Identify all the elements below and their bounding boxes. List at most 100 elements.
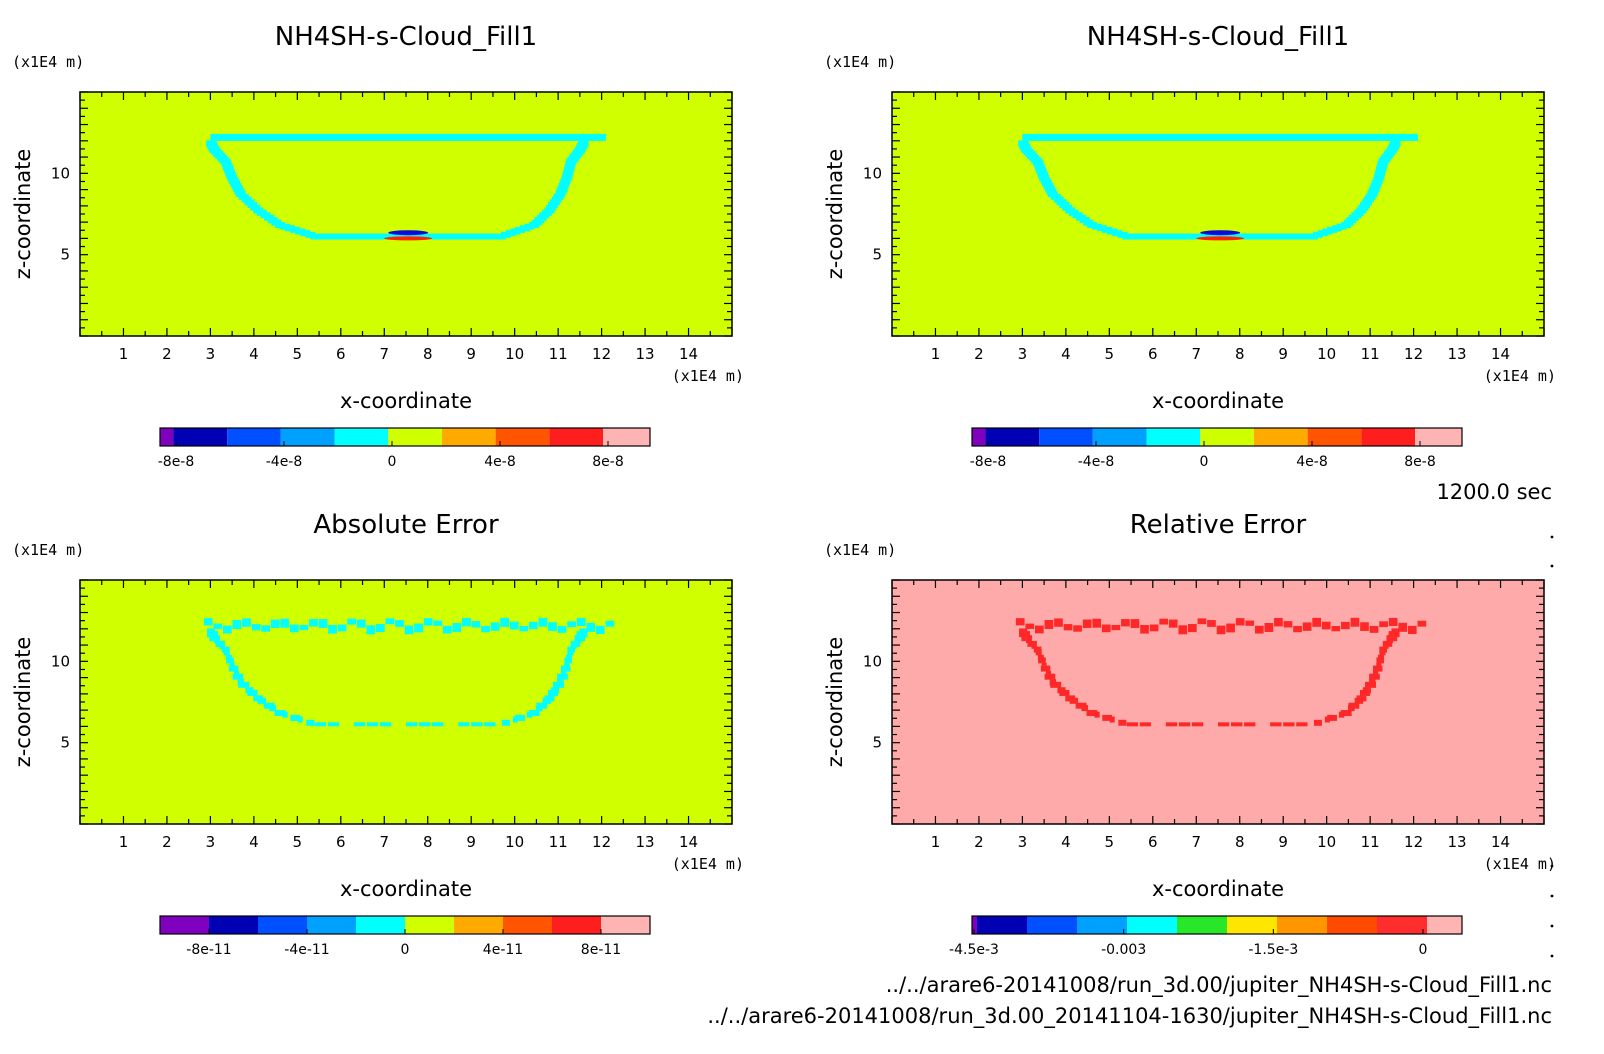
y-axis-label: z-coordinate — [823, 149, 847, 280]
colorbar-tick-label: 0 — [388, 454, 397, 470]
y-tick-label: 5 — [60, 246, 70, 264]
decorative-dot — [1550, 894, 1554, 898]
x-tick-label: 3 — [1018, 345, 1028, 363]
x-tick-label: 5 — [1105, 833, 1115, 851]
x-axis-label: x-coordinate — [340, 389, 472, 413]
colorbar: -8e-11 -4e-11 0 4e-11 8e-11 — [159, 915, 651, 958]
colorbar-swatch — [552, 916, 601, 934]
colorbar-tick-label: 8e-8 — [592, 454, 623, 470]
chart-title: Absolute Error — [313, 510, 499, 540]
colorbar-swatch — [160, 916, 209, 934]
colorbar-swatch — [1177, 916, 1227, 934]
colorbar-swatch — [1127, 916, 1177, 934]
x-axis-label: x-coordinate — [1152, 389, 1284, 413]
x-tick-label: 4 — [249, 833, 259, 851]
colorbar-tick-label: 8e-8 — [1404, 454, 1435, 470]
colorbar-swatch — [503, 916, 552, 934]
colorbar-swatch — [1377, 916, 1427, 934]
x-tick-label: 6 — [1148, 345, 1158, 363]
positive-core — [384, 236, 433, 241]
x-unit-label: (x1E4 m) — [1484, 367, 1556, 385]
x-tick-label: 4 — [249, 345, 259, 363]
z-unit-label: (x1E4 m) — [824, 541, 896, 559]
x-tick-label: 2 — [162, 833, 172, 851]
x-tick-label: 7 — [1191, 833, 1201, 851]
colorbar-swatch — [334, 428, 389, 446]
x-tick-label: 10 — [505, 345, 524, 363]
file-path-1: ../../arare6-20141008/run_3d.00/jupiter_… — [886, 973, 1552, 998]
x-axis-label: x-coordinate — [1152, 877, 1284, 901]
negative-core — [388, 230, 429, 236]
z-unit-label: (x1E4 m) — [12, 53, 84, 71]
x-tick-label: 5 — [293, 345, 303, 363]
x-tick-label: 2 — [162, 345, 172, 363]
y-axis: 5 10 — [863, 579, 1544, 825]
colorbar-swatch — [972, 916, 977, 934]
x-tick-label: 8 — [1235, 345, 1245, 363]
x-tick-label: 9 — [1278, 833, 1288, 851]
x-tick-label: 2 — [974, 833, 984, 851]
colorbar: -8e-8 -4e-8 0 4e-8 8e-8 — [158, 427, 651, 470]
y-tick-label: 5 — [872, 734, 882, 752]
colorbar-tick-label: -4e-8 — [1078, 454, 1115, 470]
x-unit-label: (x1E4 m) — [1484, 855, 1556, 873]
x-tick-label: 13 — [636, 833, 655, 851]
colorbar-swatch — [1415, 428, 1462, 446]
colorbar-tick-label: -1.5e-3 — [1248, 942, 1298, 958]
colorbar-tick-label: -8e-8 — [970, 454, 1007, 470]
colorbar-tick-label: -4e-11 — [284, 942, 329, 958]
x-tick-label: 11 — [549, 833, 568, 851]
x-axis: 1 2 3 4 5 6 7 8 9 10 11 12 13 14 — [891, 580, 1545, 851]
colorbar-swatch — [405, 916, 454, 934]
colorbar-tick-label: 4e-8 — [1296, 454, 1327, 470]
x-tick-label: 5 — [1105, 345, 1115, 363]
colorbar-swatch — [160, 428, 174, 446]
x-tick-label: 11 — [1361, 345, 1380, 363]
x-tick-label: 11 — [1361, 833, 1380, 851]
x-tick-label: 12 — [1404, 833, 1423, 851]
x-tick-label: 11 — [549, 345, 568, 363]
y-axis: 5 10 — [863, 91, 1544, 337]
y-axis: 5 10 — [51, 579, 732, 825]
x-tick-label: 14 — [679, 345, 698, 363]
colorbar-swatch — [209, 916, 258, 934]
decorative-dot — [1550, 564, 1554, 568]
x-tick-label: 13 — [1448, 345, 1467, 363]
x-tick-label: 1 — [119, 345, 129, 363]
x-tick-label: 1 — [931, 833, 941, 851]
x-tick-label: 12 — [592, 345, 611, 363]
x-tick-label: 7 — [1191, 345, 1201, 363]
x-tick-label: 1 — [931, 345, 941, 363]
file-path-2: ../../arare6-20141008/run_3d.00_20141104… — [707, 1004, 1552, 1029]
y-tick-label: 10 — [51, 652, 70, 670]
colorbar-swatch — [1027, 916, 1077, 934]
colorbar-tick-label: -8e-11 — [186, 942, 231, 958]
colorbar-swatch — [1077, 916, 1127, 934]
colorbar-tick-label: -0.003 — [1101, 942, 1146, 958]
x-tick-label: 8 — [423, 345, 433, 363]
x-axis: 1 2 3 4 5 6 7 8 9 10 11 12 13 14 — [79, 580, 733, 851]
x-tick-label: 1 — [119, 833, 129, 851]
colorbar-swatch — [173, 428, 228, 446]
colorbar-tick-label: -8e-8 — [158, 454, 195, 470]
x-tick-label: 10 — [1317, 833, 1336, 851]
x-tick-label: 8 — [423, 833, 433, 851]
chart-title: NH4SH-s-Cloud_Fill1 — [1087, 22, 1349, 52]
x-tick-label: 9 — [1278, 345, 1288, 363]
colorbar-swatch — [227, 428, 281, 446]
colorbar-tick-label: 4e-8 — [484, 454, 515, 470]
cloud-outline — [1015, 617, 1427, 727]
x-tick-label: 3 — [206, 345, 216, 363]
colorbar-swatch — [549, 428, 604, 446]
time-label: 1200.0 sec — [1436, 480, 1552, 504]
colorbar-tick-label: 0 — [1200, 454, 1209, 470]
plot-area — [80, 580, 732, 824]
chart-panel-3: Absolute Error(x1E4 m)1 2 3 4 5 6 7 8 9 10 11 12 13 1… — [11, 510, 744, 958]
x-tick-label: 10 — [505, 833, 524, 851]
colorbar-swatch — [454, 916, 503, 934]
y-axis-label: z-coordinate — [11, 149, 35, 280]
colorbar-swatch — [1227, 916, 1277, 934]
decorative-dot — [1550, 535, 1554, 539]
colorbar-swatch — [1092, 428, 1147, 446]
colorbar-tick-label: -4.5e-3 — [949, 942, 999, 958]
